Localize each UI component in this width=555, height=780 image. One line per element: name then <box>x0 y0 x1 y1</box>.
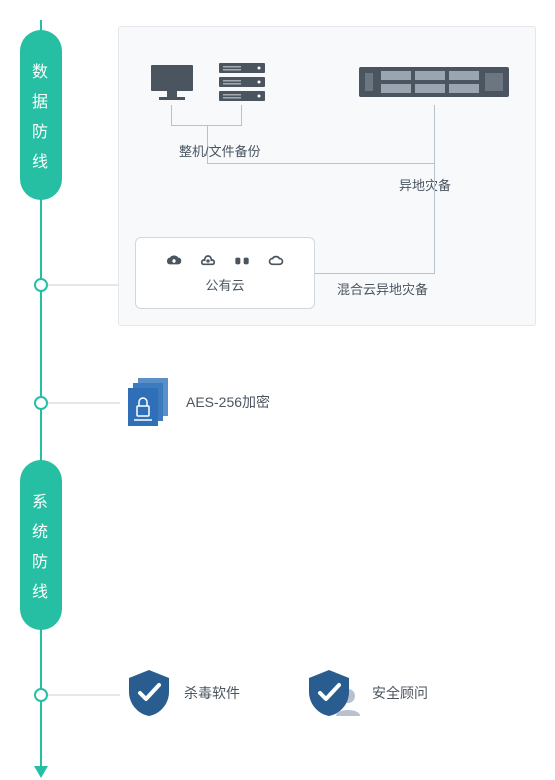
pill-char: 数 <box>32 58 50 82</box>
shield-advisor-icon <box>306 668 360 718</box>
offsite-label: 异地灾备 <box>399 175 451 194</box>
pill-char: 统 <box>32 518 50 542</box>
advisor-row: 安全顾问 <box>306 668 428 718</box>
cloud-icon <box>198 253 218 269</box>
monitor-icon <box>149 63 195 103</box>
timeline-node <box>34 688 48 702</box>
pill-system-defense: 系 统 防 线 <box>20 460 62 630</box>
backup-label: 整机/文件备份 <box>179 141 261 160</box>
shield-check-icon <box>126 668 172 718</box>
backup-panel: 整机/文件备份 异地灾备 公有云 混合云异地灾备 <box>118 26 536 326</box>
antivirus-row: 杀毒软件 <box>126 668 240 718</box>
cloud-provider-icons <box>164 253 286 269</box>
nas-rack-icon <box>359 67 509 101</box>
pill-char: 防 <box>32 548 50 572</box>
encrypted-file-icon <box>126 376 174 428</box>
pill-char: 据 <box>32 88 50 112</box>
pill-char: 线 <box>32 578 50 602</box>
timeline-arrow-icon <box>34 766 48 778</box>
cloud-icon <box>266 253 286 269</box>
connector <box>207 163 434 164</box>
hybrid-label: 混合云异地灾备 <box>337 279 428 298</box>
connector-line <box>48 402 120 404</box>
connector <box>241 105 242 125</box>
pill-char: 防 <box>32 118 50 142</box>
advisor-label: 安全顾问 <box>372 683 428 703</box>
connector-line <box>48 284 120 286</box>
cloud-icon <box>164 253 184 269</box>
connector <box>434 163 435 273</box>
timeline-node <box>34 396 48 410</box>
connector-line <box>48 694 120 696</box>
public-cloud-label: 公有云 <box>205 275 244 294</box>
connector <box>434 105 435 164</box>
connector <box>314 273 435 274</box>
antivirus-label: 杀毒软件 <box>184 683 240 703</box>
pill-char: 线 <box>32 148 50 172</box>
timeline-node <box>34 278 48 292</box>
encryption-label: AES-256加密 <box>186 392 270 412</box>
public-cloud-box: 公有云 <box>135 237 315 309</box>
cloud-icon <box>232 253 252 269</box>
connector <box>171 105 172 125</box>
pill-data-defense: 数 据 防 线 <box>20 30 62 200</box>
pill-char: 系 <box>32 488 50 512</box>
server-stack-icon <box>219 63 265 101</box>
encryption-row: AES-256加密 <box>126 376 270 428</box>
